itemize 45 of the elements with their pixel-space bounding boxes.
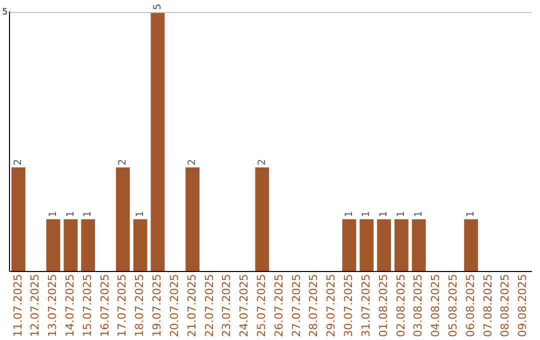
x-tick-label: 23.07.2025 [220,274,234,338]
x-tick-label: 30.07.2025 [342,274,356,338]
x-tick-label: 25.07.2025 [255,274,268,338]
x-tick-label: 14.07.2025 [64,274,77,338]
x-tick-label: 05.08.2025 [446,274,460,338]
x-tick-label: 22.07.2025 [202,274,216,338]
x-tick-label: 08.08.2025 [498,274,512,338]
x-tick-label: 27.07.2025 [290,274,303,338]
x-tick-label: 01.08.2025 [376,274,390,338]
data-label: 1 [361,210,372,218]
data-label: 1 [82,210,94,218]
x-tick-label: 02.08.2025 [394,274,408,338]
x-tick-label: 24.07.2025 [238,274,251,338]
data-label: 1 [65,210,76,218]
x-tick-label: 06.08.2025 [464,274,477,338]
data-label: 1 [413,210,424,218]
x-tick-label: 13.07.2025 [46,274,60,338]
data-label: 2 [13,159,24,166]
data-label: 1 [466,210,477,218]
x-tick-label: 26.07.2025 [272,274,286,338]
x-tick-label: 17.07.2025 [116,274,129,338]
x-tick-label: 07.08.2025 [481,274,494,338]
x-tick-label: 28.07.2025 [307,274,320,338]
x-tick-label: 04.08.2025 [429,274,442,338]
x-tick-label: 16.07.2025 [98,274,112,338]
x-tick-label: 15.07.2025 [80,274,94,338]
data-label: 1 [378,210,390,218]
x-tick-label: 11.07.2025 [11,274,24,338]
data-label: 2 [256,159,268,166]
x-tick-label: 03.08.2025 [412,274,425,338]
data-label: 1 [134,210,146,218]
data-label: 1 [396,210,408,218]
data-label: 5 [152,4,164,10]
x-tick-label: 21.07.2025 [185,274,198,338]
data-label: 1 [48,210,59,218]
x-tick-label: 29.07.2025 [324,274,338,338]
x-tick-label: 12.07.2025 [28,274,42,338]
x-tick-label: 09.08.2025 [516,274,530,338]
data-label: 1 [344,210,355,218]
x-tick-label: 20.07.2025 [168,274,181,338]
x-tick-label: 31.07.2025 [359,274,372,338]
data-label: 2 [187,159,198,166]
x-tick-label: 18.07.2025 [133,274,146,338]
data-label: 2 [117,159,128,166]
x-tick-label: 19.07.2025 [150,274,164,338]
